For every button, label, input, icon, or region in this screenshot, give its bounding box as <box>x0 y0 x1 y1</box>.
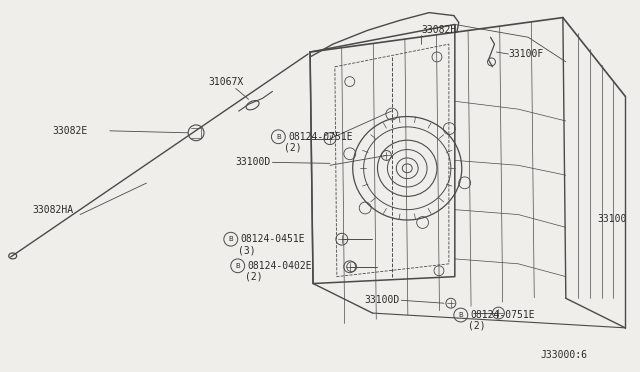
Text: 33100D: 33100D <box>364 295 399 305</box>
Text: 33100: 33100 <box>598 215 627 224</box>
Text: J33000:6: J33000:6 <box>541 350 588 360</box>
Text: 31067X: 31067X <box>208 77 243 87</box>
Text: 33082E: 33082E <box>52 126 88 136</box>
Text: 33082H: 33082H <box>421 25 456 35</box>
Text: 08124-0751E: 08124-0751E <box>288 132 353 142</box>
Text: (2): (2) <box>284 142 302 153</box>
Text: 08124-0451E: 08124-0451E <box>241 234 305 244</box>
Text: 33100D: 33100D <box>235 157 271 167</box>
Text: 08124-0402E: 08124-0402E <box>248 261 312 271</box>
Text: (2): (2) <box>468 321 485 331</box>
Text: (3): (3) <box>237 245 255 255</box>
Text: B: B <box>276 134 281 140</box>
Text: (2): (2) <box>244 272 262 282</box>
Text: 33082HA: 33082HA <box>33 205 74 215</box>
Text: B: B <box>236 263 240 269</box>
Text: 33100F: 33100F <box>508 49 543 59</box>
Text: B: B <box>458 312 463 318</box>
Text: B: B <box>228 236 233 242</box>
Text: 08124-0751E: 08124-0751E <box>470 310 535 320</box>
